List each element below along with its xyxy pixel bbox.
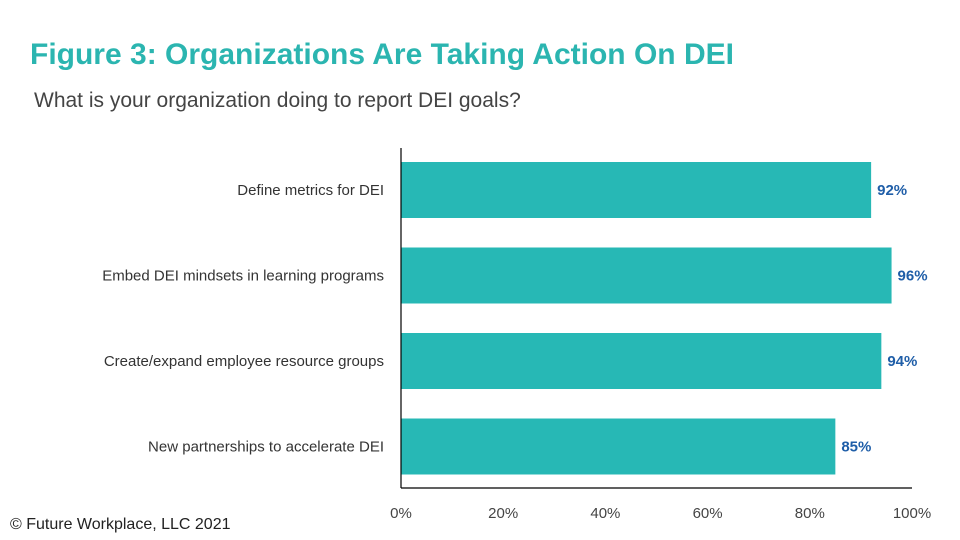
chart-subtitle: What is your organization doing to repor… [34, 89, 521, 112]
bar [401, 418, 836, 475]
x-tick-label: 0% [390, 505, 412, 522]
data-label: 96% [898, 268, 928, 285]
data-label: 94% [887, 353, 917, 370]
category-label: Define metrics for DEI [237, 182, 384, 199]
data-label: 85% [841, 439, 871, 456]
x-tick-label: 80% [795, 505, 825, 522]
copyright-footer: © Future Workplace, LLC 2021 [10, 516, 231, 533]
category-label: Embed DEI mindsets in learning programs [102, 268, 384, 285]
x-tick-label: 20% [488, 505, 518, 522]
x-tick-label: 60% [693, 505, 723, 522]
bar [401, 247, 892, 304]
bar [401, 162, 872, 218]
bar [401, 333, 882, 389]
category-label: New partnerships to accelerate DEI [148, 439, 384, 456]
x-tick-label: 40% [590, 505, 620, 522]
x-tick-label: 100% [893, 505, 931, 522]
category-label: Create/expand employee resource groups [104, 353, 384, 370]
chart-title: Figure 3: Organizations Are Taking Actio… [30, 38, 734, 71]
data-label: 92% [877, 182, 907, 199]
